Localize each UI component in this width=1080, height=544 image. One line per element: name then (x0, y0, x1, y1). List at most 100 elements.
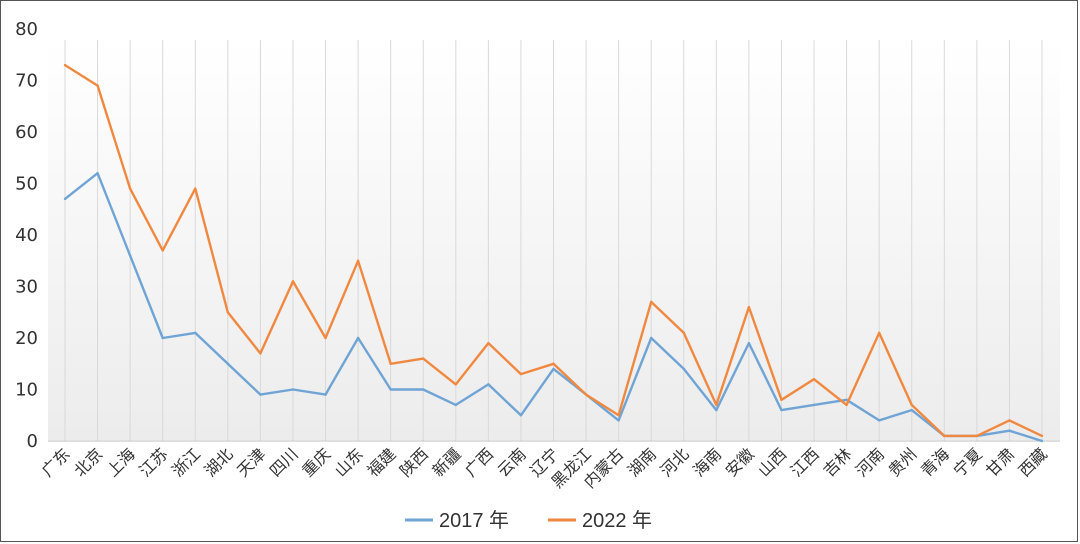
data-point (975, 434, 979, 438)
data-point (63, 63, 67, 67)
data-point (877, 419, 881, 422)
y-tick-label: 0 (27, 431, 38, 452)
x-tick-label: 福建 (363, 444, 399, 480)
data-point (96, 172, 99, 175)
data-point (226, 362, 230, 365)
data-point (96, 84, 99, 87)
data-point (487, 341, 490, 345)
x-tick-label: 江西 (787, 444, 823, 480)
x-tick-label: 新疆 (429, 444, 465, 480)
data-point (1008, 419, 1011, 422)
x-tick-label: 河北 (657, 444, 693, 480)
data-point (128, 187, 132, 190)
x-tick-label: 青海 (917, 444, 953, 480)
data-point (161, 249, 164, 252)
data-point (910, 408, 913, 412)
y-tick-label: 50 (15, 174, 38, 195)
x-tick-label: 天津 (233, 444, 269, 480)
data-point (845, 398, 848, 401)
data-point (812, 403, 816, 407)
data-point (910, 403, 913, 407)
x-tick-label: 甘肃 (982, 444, 1018, 480)
data-point (63, 197, 67, 201)
x-tick-label: 河南 (852, 444, 888, 480)
data-point (617, 414, 620, 417)
data-point (584, 393, 588, 396)
x-tick-label: 湖南 (624, 444, 660, 480)
data-point (454, 383, 457, 386)
x-tick-label: 湖北 (201, 444, 237, 480)
x-tick-label: 云南 (494, 444, 530, 480)
data-point (259, 352, 262, 355)
x-tick-label: 贵州 (884, 444, 920, 480)
x-tick-label: 重庆 (298, 444, 334, 480)
data-point (812, 378, 816, 381)
x-tick-label: 陕西 (396, 444, 432, 480)
data-point (650, 336, 653, 340)
data-point (194, 331, 197, 335)
x-tick-label: 江苏 (135, 444, 171, 480)
y-tick-label: 10 (15, 380, 38, 401)
x-tick-label: 海南 (689, 444, 725, 480)
data-point (194, 187, 197, 190)
series-lines (63, 63, 1044, 443)
legend: 2017 年 2022 年 (405, 509, 652, 532)
data-point (845, 403, 848, 407)
data-point (1040, 439, 1044, 443)
x-tick-label: 西藏 (1015, 444, 1051, 480)
data-point (422, 357, 425, 360)
y-tick-label: 70 (15, 71, 38, 92)
data-point (454, 403, 457, 407)
gridlines (64, 40, 1043, 441)
data-point (747, 305, 751, 309)
x-tick-label: 吉林 (819, 444, 855, 480)
data-point (780, 408, 783, 412)
x-tick-label: 山东 (331, 444, 367, 480)
x-tick-label: 四川 (266, 444, 302, 480)
x-tick-label: 浙江 (168, 444, 204, 480)
data-point (389, 362, 392, 365)
data-point (519, 372, 523, 376)
y-tick-label: 30 (15, 277, 38, 298)
y-tick-label: 80 (15, 19, 38, 40)
data-point (1008, 429, 1011, 432)
data-point (324, 336, 327, 340)
data-point (650, 300, 653, 304)
legend-label: 2022 年 (582, 509, 652, 532)
data-point (389, 388, 392, 391)
data-point (780, 398, 783, 401)
y-tick-label: 60 (15, 122, 38, 143)
data-point (356, 259, 360, 262)
y-tick-label: 40 (15, 225, 38, 246)
data-point (356, 336, 360, 340)
data-point (519, 414, 523, 417)
data-point (487, 383, 490, 386)
data-point (943, 434, 946, 438)
data-point (877, 331, 881, 335)
data-point (128, 254, 132, 257)
x-axis: 广东北京上海江苏浙江湖北天津四川重庆山东福建陕西新疆广西云南辽宁黑龙江内蒙古湖南… (38, 440, 1060, 492)
data-point (291, 280, 295, 283)
data-point (552, 367, 555, 371)
data-point (291, 388, 295, 391)
data-point (617, 419, 620, 422)
data-point (552, 362, 555, 365)
data-point (682, 367, 685, 371)
data-point (226, 311, 230, 314)
legend-label: 2017 年 (439, 509, 509, 532)
data-point (715, 403, 718, 407)
y-tick-label: 20 (15, 328, 38, 349)
data-point (715, 408, 718, 412)
x-tick-label: 安徽 (722, 444, 758, 480)
x-tick-label: 广西 (461, 444, 497, 480)
data-point (324, 393, 327, 396)
x-tick-label: 北京 (70, 444, 106, 480)
data-point (682, 331, 685, 335)
x-tick-label: 山西 (754, 444, 790, 480)
x-tick-label: 宁夏 (950, 444, 986, 480)
data-point (422, 388, 425, 391)
data-point (161, 336, 164, 340)
data-point (747, 341, 751, 345)
